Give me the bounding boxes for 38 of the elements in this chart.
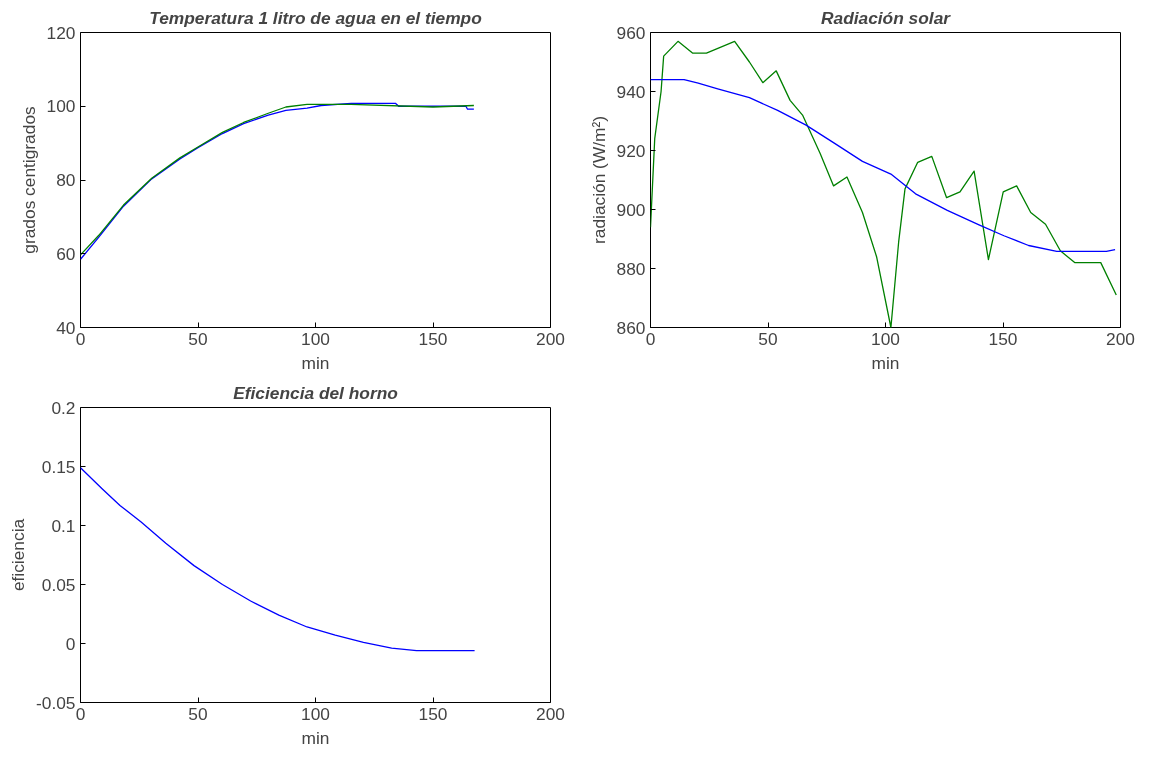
x-tick-label: 50 xyxy=(188,328,208,349)
y-axis-title: grados centigrados xyxy=(18,105,39,254)
x-tick-label: 200 xyxy=(1106,328,1135,349)
y-axis-title: radiación (W/m²) xyxy=(588,115,609,245)
x-tick-label: 50 xyxy=(188,703,208,724)
x-axis-title: min xyxy=(871,352,900,373)
x-tick-label: 150 xyxy=(418,328,448,349)
y-tick-label: 120 xyxy=(46,22,76,43)
x-axis-title: min xyxy=(301,352,330,373)
chart-title: Radiación solar xyxy=(820,7,952,28)
y-tick-label: 0.2 xyxy=(51,397,76,418)
y-tick-label: 880 xyxy=(616,258,646,279)
y-tick-label: 0.1 xyxy=(51,515,76,536)
y-tick-label: 0.15 xyxy=(41,456,76,477)
y-tick-label: 860 xyxy=(616,317,646,338)
chart-title: Temperatura 1 litro de agua en el tiempo xyxy=(149,7,483,28)
y-tick-label: 960 xyxy=(616,22,646,43)
x-tick-label: 100 xyxy=(301,328,330,349)
x-axis-title: min xyxy=(301,727,330,748)
y-tick-label: 100 xyxy=(46,96,76,117)
y-tick-label: 940 xyxy=(616,81,646,102)
x-tick-label: 150 xyxy=(988,328,1018,349)
chart-title: Eficiencia del horno xyxy=(233,382,399,403)
x-tick-label: 200 xyxy=(536,703,565,724)
y-tick-label: 920 xyxy=(616,140,646,161)
x-tick-label: 150 xyxy=(418,703,448,724)
y-tick-label: 0 xyxy=(65,633,76,654)
y-tick-label: 40 xyxy=(56,317,76,338)
x-tick-label: 200 xyxy=(536,328,565,349)
y-axis-title: eficiencia xyxy=(8,518,28,592)
x-tick-label: 100 xyxy=(301,703,330,724)
x-tick-label: 100 xyxy=(871,328,900,349)
y-tick-label: 80 xyxy=(56,170,76,190)
y-tick-label: -0.05 xyxy=(36,692,76,713)
y-tick-label: 0.05 xyxy=(41,574,76,595)
y-tick-label: 60 xyxy=(56,243,76,264)
x-tick-label: 50 xyxy=(758,328,778,349)
y-tick-label: 900 xyxy=(616,199,646,220)
